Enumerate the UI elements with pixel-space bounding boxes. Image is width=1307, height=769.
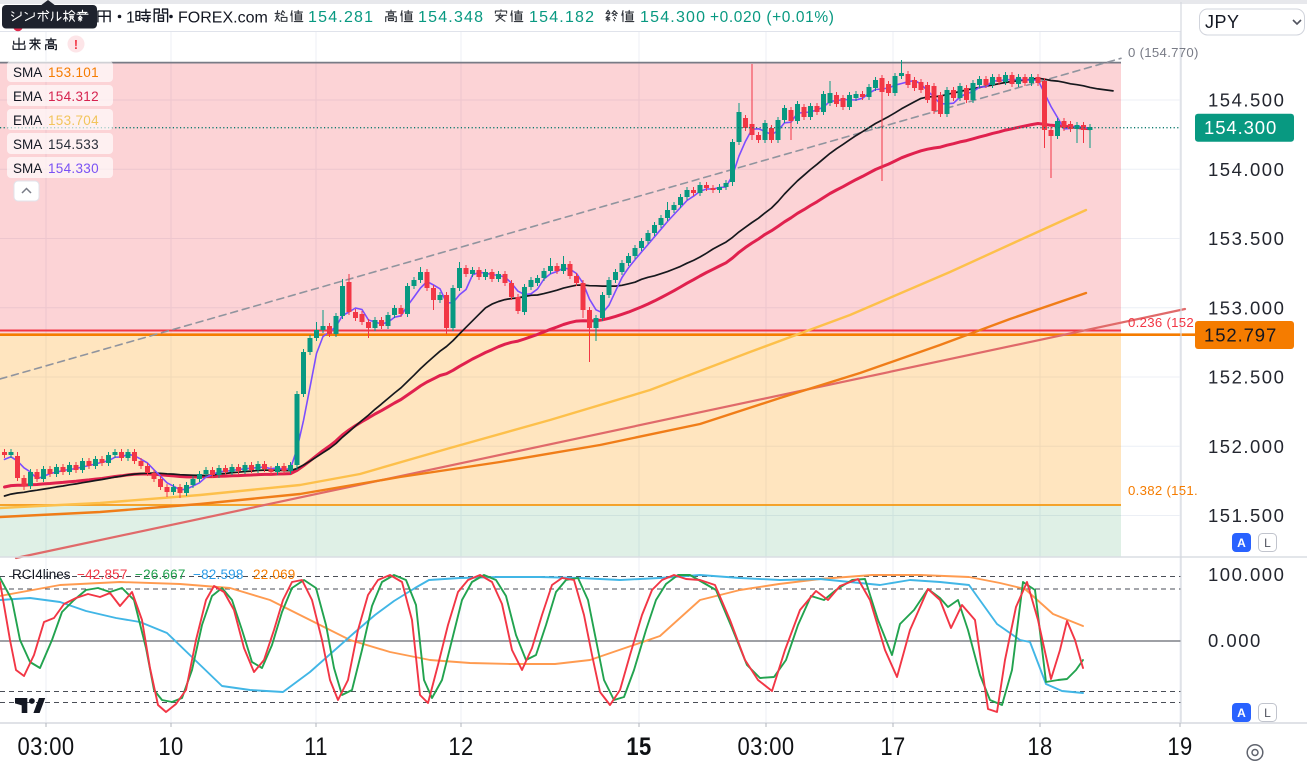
svg-text:12: 12	[448, 734, 473, 762]
svg-text:10: 10	[158, 734, 183, 762]
svg-text:RCI4lines: RCI4lines	[12, 567, 71, 582]
svg-text:153.000: 153.000	[1208, 297, 1285, 318]
svg-text:03:00: 03:00	[737, 734, 794, 762]
svg-text:EMA: EMA	[13, 113, 42, 128]
svg-text:152.797: 152.797	[1204, 325, 1277, 346]
svg-text:A: A	[1237, 536, 1246, 550]
svg-text:JPY: JPY	[1205, 12, 1240, 32]
svg-text:19: 19	[1167, 734, 1192, 762]
svg-text:153.500: 153.500	[1208, 228, 1285, 249]
svg-text:18: 18	[1027, 734, 1052, 762]
svg-text:A: A	[1237, 706, 1246, 720]
svg-text:154.533: 154.533	[48, 137, 99, 152]
svg-text:03:00: 03:00	[17, 734, 74, 762]
svg-text:!: !	[74, 38, 78, 52]
svg-text:22.069: 22.069	[253, 567, 296, 582]
svg-text:+0.020 (+0.01%): +0.020 (+0.01%)	[710, 9, 834, 26]
svg-text:SMA: SMA	[13, 161, 42, 176]
svg-text:−26.667: −26.667	[135, 567, 186, 582]
svg-text:154.500: 154.500	[1208, 90, 1285, 111]
svg-text:154.300: 154.300	[640, 9, 706, 26]
svg-text:−82.598: −82.598	[193, 567, 244, 582]
svg-text:100.000: 100.000	[1208, 564, 1285, 585]
svg-text:L: L	[1264, 706, 1271, 720]
svg-text:153.101: 153.101	[48, 65, 99, 80]
svg-text:15: 15	[626, 734, 651, 762]
svg-text:0 (154.770): 0 (154.770)	[1128, 45, 1199, 60]
svg-text:154.348: 154.348	[418, 9, 484, 26]
svg-text:152.500: 152.500	[1208, 367, 1285, 388]
svg-text:L: L	[1264, 536, 1271, 550]
svg-text:153.704: 153.704	[48, 113, 99, 128]
svg-text:17: 17	[880, 734, 905, 762]
svg-text:151.500: 151.500	[1208, 505, 1285, 526]
svg-text:SMA: SMA	[13, 137, 42, 152]
svg-text:FOREX.com: FOREX.com	[178, 10, 268, 27]
svg-text:154.182: 154.182	[529, 9, 595, 26]
svg-text:154.000: 154.000	[1208, 159, 1285, 180]
svg-text:0.382 (151.: 0.382 (151.	[1128, 483, 1198, 498]
svg-text:154.312: 154.312	[48, 89, 99, 104]
svg-text:154.281: 154.281	[308, 9, 374, 26]
svg-text:154.330: 154.330	[48, 161, 99, 176]
svg-text:152.000: 152.000	[1208, 436, 1285, 457]
svg-text:0.000: 0.000	[1208, 630, 1262, 651]
svg-text:11: 11	[304, 734, 328, 762]
svg-text:154.300: 154.300	[1204, 117, 1277, 138]
svg-text:SMA: SMA	[13, 65, 42, 80]
svg-text:EMA: EMA	[13, 89, 42, 104]
svg-text:1: 1	[126, 10, 135, 27]
svg-text:−42.857: −42.857	[77, 567, 128, 582]
svg-text:0.236 (152.: 0.236 (152.	[1128, 315, 1198, 330]
